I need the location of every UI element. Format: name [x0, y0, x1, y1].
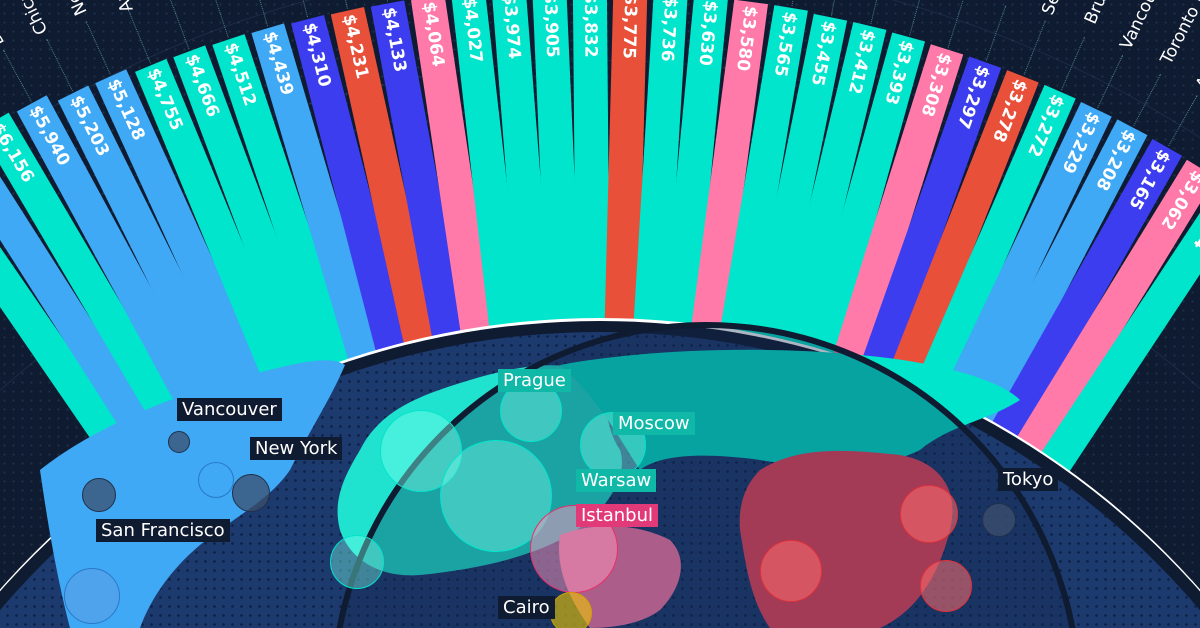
city-bubble	[198, 462, 234, 498]
city-bubble	[900, 485, 958, 543]
city-bubble	[232, 474, 270, 512]
map-label-moscow: Moscow	[613, 412, 695, 435]
map-label-istanbul: Istanbul	[576, 504, 659, 527]
map-label-vancouver: Vancouver	[177, 398, 282, 421]
city-bubble	[168, 431, 190, 453]
city-bubble	[550, 592, 592, 628]
map-label-san-francisco: San Francisco	[96, 519, 230, 542]
city-bubble	[64, 568, 120, 624]
city-bubble	[330, 535, 384, 589]
map-label-new-york: New York	[250, 437, 343, 460]
city-bubble	[380, 410, 462, 492]
map-label-tokyo: Tokyo	[998, 468, 1059, 491]
north-america-land	[40, 360, 345, 628]
city-bubble	[982, 503, 1016, 537]
map-label-cairo: Cairo	[498, 596, 555, 619]
map-label-warsaw: Warsaw	[576, 469, 657, 492]
city-bubble	[82, 478, 116, 512]
city-bubble	[760, 540, 822, 602]
city-bubble	[920, 560, 972, 612]
map-label-prague: Prague	[498, 369, 571, 392]
